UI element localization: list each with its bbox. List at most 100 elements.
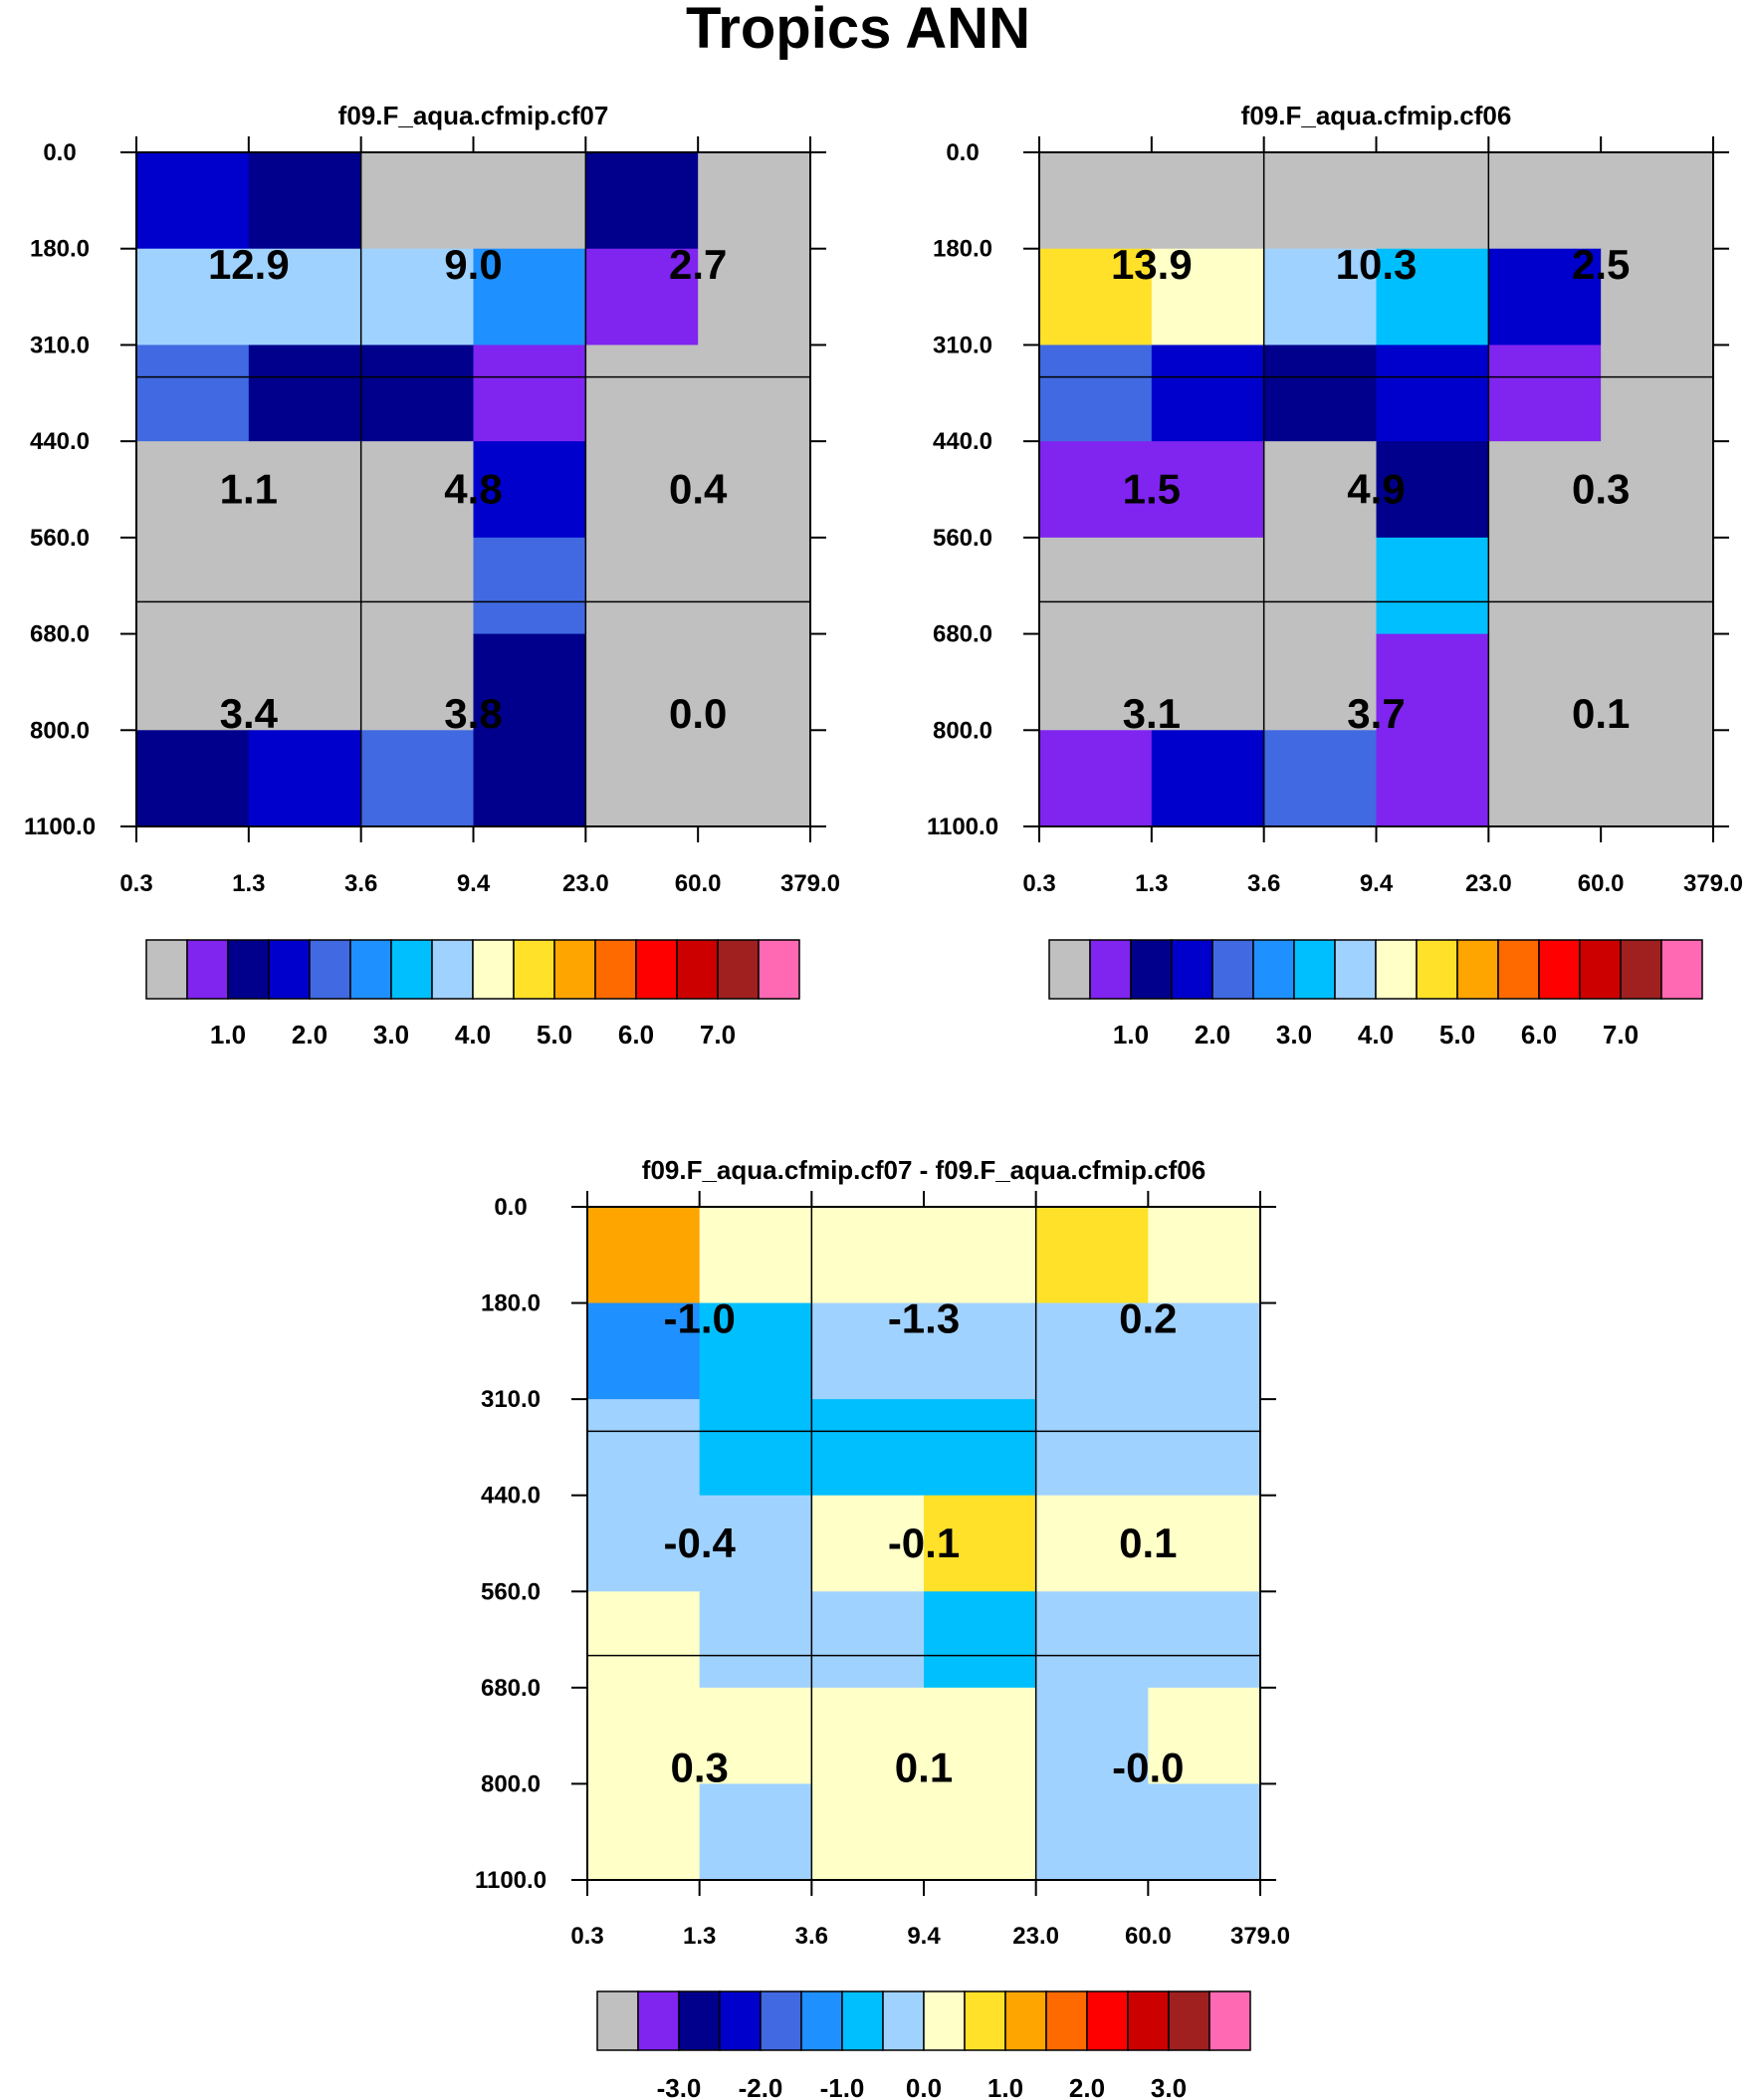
colorbar-label: 2.0: [1069, 2073, 1105, 2100]
colorbar-label: 4.0: [1358, 1020, 1394, 1050]
figure-title: Tropics ANN: [686, 0, 1030, 61]
heatmap-cell: [698, 345, 811, 442]
heatmap-cell: [360, 633, 475, 731]
heatmap-cell: [587, 1495, 701, 1592]
colorbar-box: [390, 939, 433, 1000]
y-tick-label: 440.0: [481, 1483, 541, 1510]
colorbar-box: [717, 939, 760, 1000]
heatmap-cell: [473, 537, 586, 635]
heatmap-cell: [699, 1783, 812, 1881]
y-tick-label: 440.0: [30, 428, 90, 455]
heatmap-cell: [587, 1783, 701, 1881]
heatmap-cell: [473, 152, 586, 250]
panel-title: f09.F_aqua.cfmip.cf07 - f09.F_aqua.cfmip…: [642, 1155, 1206, 1185]
x-tick-label: 0.3: [119, 870, 152, 897]
colorbar-label: 6.0: [618, 1020, 654, 1050]
heatmap-cell: [1151, 152, 1265, 250]
heatmap-cell: [585, 152, 699, 250]
heatmap-cell: [136, 537, 250, 635]
heatmap-cell: [1039, 345, 1153, 442]
heatmap-cell: [1148, 1207, 1261, 1304]
colorbar-label: 3.0: [373, 1020, 409, 1050]
colorbar-box: [596, 1990, 639, 2051]
y-tick-label: 0.0: [494, 1194, 527, 1221]
heatmap-cell: [1039, 248, 1153, 347]
heatmap-cell: [1263, 152, 1378, 250]
colorbar-box: [1211, 939, 1254, 1000]
heatmap-cell: [587, 1207, 701, 1304]
heatmap-cell: [1035, 1687, 1149, 1785]
colorbar-box: [1620, 939, 1662, 1000]
y-tick-label: 680.0: [933, 621, 992, 648]
colorbar-box: [760, 1990, 802, 2051]
heatmap-cell: [136, 441, 250, 539]
heatmap-cell: [699, 1495, 812, 1592]
cell-value-label: 3.1: [1123, 690, 1181, 737]
colorbar-box: [1130, 939, 1173, 1000]
colorbar-label: 7.0: [1603, 1020, 1639, 1050]
y-tick-label: 0.0: [946, 139, 979, 166]
heatmap-cell: [248, 537, 362, 635]
y-tick-label: 1100.0: [475, 1867, 547, 1894]
heatmap-cell: [1148, 1302, 1261, 1400]
x-tick-label: 9.4: [1360, 870, 1394, 897]
heatmap-cell: [473, 633, 586, 731]
heatmap-cell: [587, 1302, 701, 1400]
heatmap-cell: [1376, 633, 1489, 731]
x-tick-label: 60.0: [1578, 870, 1625, 897]
colorbar-label: 5.0: [1439, 1020, 1475, 1050]
heatmap-cell: [248, 730, 362, 827]
cell-value-label: 2.5: [1572, 241, 1630, 288]
x-tick-label: 9.4: [907, 1923, 941, 1950]
heatmap-cell: [1488, 730, 1602, 827]
heatmap-cell: [1263, 441, 1378, 539]
cell-value-label: 3.7: [1347, 690, 1405, 737]
heatmap-cell: [360, 248, 475, 347]
x-tick-label: 60.0: [675, 870, 722, 897]
heatmap-cell: [811, 1687, 925, 1785]
heatmap-cell: [1488, 345, 1602, 442]
heatmap-cell: [1376, 730, 1489, 827]
heatmap-cell: [136, 633, 250, 731]
colorbar-label: 3.0: [1276, 1020, 1312, 1050]
colorbar-box: [1416, 939, 1458, 1000]
heatmap-cell: [1488, 537, 1602, 635]
x-tick-label: 23.0: [1012, 1923, 1059, 1950]
heatmap-cell: [248, 248, 362, 347]
heatmap-cell: [924, 1302, 1037, 1400]
heatmap-cell: [585, 441, 699, 539]
heatmap-cell: [1488, 633, 1602, 731]
panel-3: f09.F_aqua.cfmip.cf07 - f09.F_aqua.cfmip…: [475, 1155, 1290, 2100]
heatmap-cell: [924, 1687, 1037, 1785]
colorbar-box: [1579, 939, 1622, 1000]
colorbar-label: 1.0: [987, 2073, 1023, 2100]
cell-value-label: 3.8: [444, 690, 502, 737]
panel-1: f09.F_aqua.cfmip.cf07 0.3 1.3 3.6 9.4 23.0 60.…: [24, 101, 840, 1050]
cell-value-label: -0.1: [888, 1519, 960, 1566]
cell-value-label: 4.9: [1347, 466, 1405, 513]
heatmap-cell: [924, 1495, 1037, 1592]
heatmap-cell: [1263, 248, 1378, 347]
cell-value-label: 0.1: [1119, 1519, 1177, 1566]
heatmap-cell: [924, 1399, 1037, 1497]
heatmap-cell: [1035, 1302, 1149, 1400]
heatmap-cell: [1263, 537, 1378, 635]
cell-value-label: 0.1: [895, 1744, 953, 1790]
heatmap-cell: [698, 633, 811, 731]
y-tick-label: 800.0: [30, 717, 90, 744]
colorbar-box: [1497, 939, 1540, 1000]
y-tick-label: 560.0: [933, 525, 992, 552]
colorbar-label: 3.0: [1151, 2073, 1187, 2100]
heatmap-cell: [136, 730, 250, 827]
heatmap-cell: [1148, 1495, 1261, 1592]
heatmap-cell: [698, 152, 811, 250]
colorbar-box: [431, 939, 474, 1000]
heatmap-cell: [1376, 537, 1489, 635]
heatmap-cell: [473, 441, 586, 539]
colorbar-box: [513, 939, 555, 1000]
heatmap-cell: [248, 633, 362, 731]
heatmap-cell: [1039, 633, 1153, 731]
panel-title: f09.F_aqua.cfmip.cf07: [338, 101, 609, 130]
x-tick-label: 9.4: [457, 870, 491, 897]
colorbar-box: [1660, 939, 1703, 1000]
